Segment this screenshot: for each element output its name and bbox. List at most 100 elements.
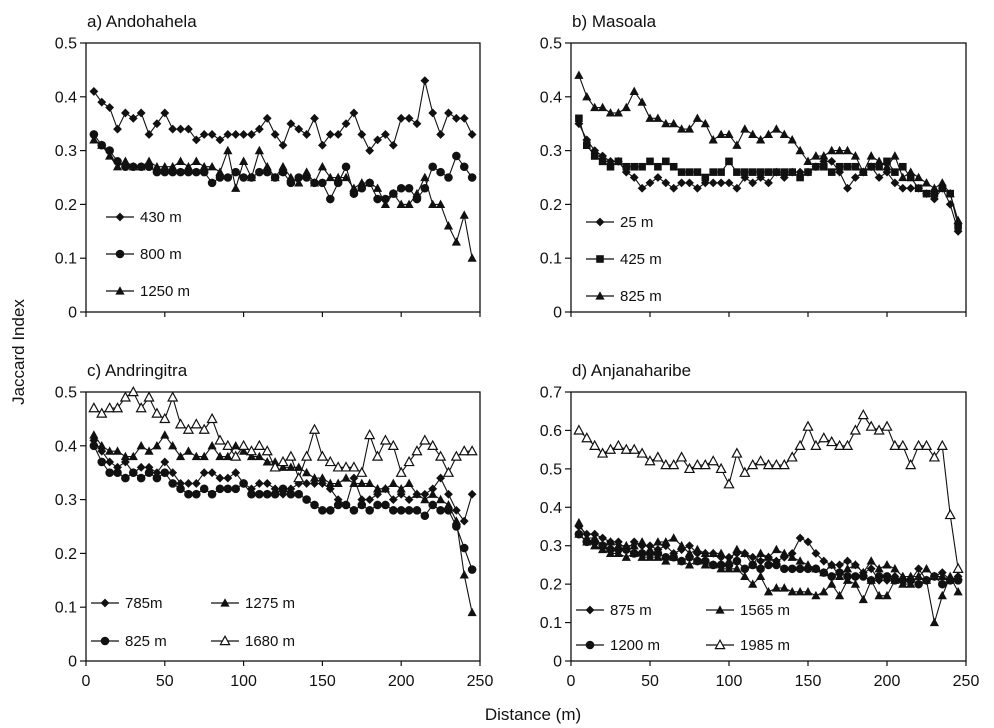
x-tick-label: 200 (874, 673, 901, 690)
data-point (135, 402, 147, 413)
data-point (333, 500, 343, 510)
data-point (914, 184, 923, 193)
data-point (733, 168, 741, 176)
data-point (748, 129, 758, 139)
legend-marker (595, 217, 605, 227)
y-tick-label: 0.3 (540, 538, 562, 555)
data-point (795, 564, 805, 574)
data-point (467, 565, 477, 574)
data-point (756, 168, 765, 176)
data-point (215, 473, 225, 483)
data-point (316, 450, 329, 461)
data-point (756, 135, 766, 144)
data-point (874, 156, 884, 165)
data-point (882, 560, 892, 569)
data-point (231, 484, 241, 494)
data-point (684, 560, 695, 569)
x-tick-label: 0 (567, 673, 576, 690)
data-point (348, 461, 360, 472)
data-point (629, 86, 639, 96)
data-point (827, 560, 837, 569)
data-point (97, 446, 107, 456)
data-point (621, 102, 631, 112)
data-point (96, 407, 108, 418)
data-point (629, 548, 639, 557)
x-axis-label: Distance (m) (485, 705, 581, 724)
data-point (231, 468, 241, 478)
data-point (692, 113, 702, 122)
data-point (802, 420, 814, 431)
data-point (144, 468, 154, 478)
data-point (669, 118, 679, 128)
y-tick-label: 0.2 (55, 197, 77, 214)
y-tick-label: 0 (68, 305, 77, 322)
data-point (812, 162, 820, 171)
data-point (716, 178, 726, 188)
data-point (396, 183, 406, 193)
data-point (403, 455, 415, 467)
y-tick-label: 0.4 (55, 89, 77, 106)
data-point (803, 156, 813, 165)
data-point (826, 435, 838, 447)
data-point (404, 506, 414, 515)
data-point (732, 140, 742, 149)
data-point (270, 172, 280, 182)
data-point (819, 556, 829, 566)
data-point (144, 156, 154, 165)
data-point (833, 439, 846, 450)
data-point (286, 119, 296, 129)
data-point (113, 462, 122, 472)
data-point (820, 162, 828, 171)
data-point (596, 447, 609, 458)
data-point (112, 161, 123, 171)
data-point (811, 549, 821, 558)
data-point (912, 439, 925, 450)
y-tick-label: 0.1 (55, 600, 77, 617)
data-point (105, 457, 115, 467)
data-point (622, 545, 631, 554)
data-point (614, 157, 623, 166)
legend-marker (219, 634, 231, 646)
data-point (613, 108, 623, 117)
data-point (420, 76, 430, 86)
data-point (451, 237, 461, 246)
data-point (136, 462, 146, 472)
data-point (654, 162, 662, 171)
data-point (874, 590, 884, 600)
legend-marker (585, 605, 595, 615)
data-point (349, 183, 359, 192)
legend-marker (115, 212, 125, 222)
data-point (804, 168, 812, 176)
data-point (747, 458, 759, 470)
data-point (254, 124, 264, 134)
data-point (301, 450, 313, 461)
data-point (459, 543, 469, 553)
y-tick-label: 0.4 (540, 89, 562, 106)
data-point (214, 434, 226, 445)
data-point (953, 576, 963, 585)
data-point (230, 450, 242, 461)
data-point (866, 564, 876, 574)
data-point (724, 129, 734, 139)
y-tick-label: 0.3 (55, 143, 77, 160)
data-point (97, 97, 107, 107)
data-point (341, 500, 351, 510)
legend-label: 875 m (610, 602, 652, 619)
data-point (198, 423, 210, 434)
series-3 (89, 441, 477, 574)
data-point (827, 156, 837, 166)
data-point (661, 178, 671, 188)
data-point (310, 113, 319, 123)
data-point (168, 124, 178, 134)
data-point (302, 167, 312, 176)
data-point (467, 607, 477, 617)
data-point (677, 540, 687, 550)
data-point (891, 168, 899, 176)
legend-marker (585, 640, 595, 650)
data-point (144, 462, 154, 472)
data-point (866, 556, 876, 565)
data-point (159, 412, 171, 424)
data-point (325, 478, 335, 488)
data-point (683, 462, 696, 474)
data-point (286, 489, 296, 499)
